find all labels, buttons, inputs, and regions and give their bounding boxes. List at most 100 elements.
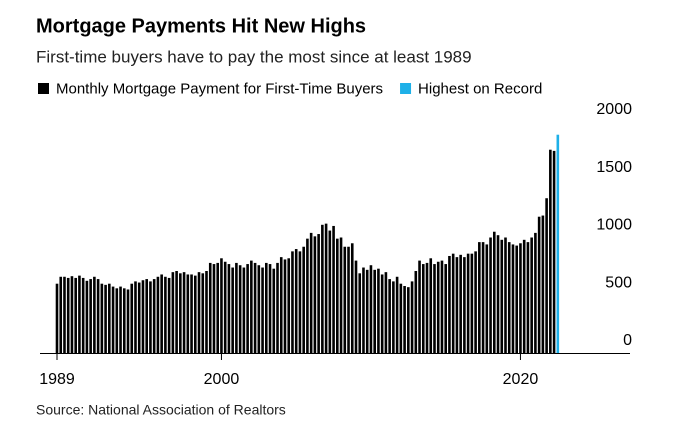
- bar: [175, 270, 178, 353]
- x-tick-label: 2020: [503, 371, 539, 388]
- bar: [522, 239, 526, 353]
- bar: [145, 279, 148, 353]
- y-tick-label: 1000: [596, 217, 632, 234]
- bar: [407, 287, 410, 353]
- y-tick-label: 500: [605, 274, 632, 291]
- bar: [197, 272, 201, 353]
- bar: [313, 236, 317, 353]
- bar: [332, 225, 335, 353]
- bar: [380, 274, 384, 353]
- bar: [279, 257, 283, 353]
- bar: [436, 261, 440, 353]
- bar: [545, 198, 548, 353]
- bar: [182, 272, 186, 353]
- bar: [272, 268, 276, 353]
- bar: [294, 249, 298, 353]
- bar: [403, 286, 406, 353]
- legend-label: Monthly Mortgage Payment for First-Time …: [56, 80, 383, 97]
- bar: [130, 283, 134, 353]
- bar: [410, 281, 414, 353]
- bar: [265, 262, 268, 353]
- bar: [444, 264, 447, 353]
- bar: [85, 280, 89, 353]
- bar: [111, 286, 115, 353]
- bar: [208, 262, 212, 353]
- bar: [504, 237, 507, 353]
- bar: [160, 274, 163, 353]
- bar: [276, 262, 279, 353]
- bar: [451, 253, 455, 353]
- bar: [373, 269, 376, 353]
- bar: [63, 276, 66, 353]
- bar: [309, 232, 313, 353]
- source: Source: National Association of Realtors: [36, 402, 286, 418]
- bar: [347, 246, 350, 353]
- bar: [242, 267, 246, 353]
- bar: [235, 262, 238, 353]
- bar: [425, 262, 429, 353]
- y-tick-label: 2000: [596, 101, 632, 118]
- bar: [246, 264, 249, 353]
- bar: [74, 277, 77, 353]
- bar: [369, 265, 373, 353]
- bar: [96, 279, 100, 353]
- bar: [414, 270, 418, 353]
- bar: [418, 260, 421, 353]
- bar: [164, 276, 167, 353]
- bar: [395, 276, 399, 353]
- bar: [122, 288, 126, 353]
- bar: [534, 232, 537, 353]
- bar: [287, 258, 291, 353]
- bar: [474, 251, 477, 353]
- bar: [354, 260, 358, 353]
- legend-swatch: [38, 83, 49, 94]
- legend-label: Highest on Record: [418, 80, 542, 97]
- chart-subtitle: First-time buyers have to pay the most s…: [36, 47, 472, 66]
- bar: [343, 246, 347, 353]
- bar: [365, 269, 369, 353]
- bar: [350, 243, 354, 353]
- bar: [66, 277, 70, 353]
- bar: [268, 264, 272, 353]
- bar: [156, 276, 160, 353]
- bar: [55, 283, 59, 353]
- bar: [492, 231, 496, 353]
- bar: [384, 272, 388, 353]
- bar: [321, 224, 324, 353]
- bar: [552, 150, 556, 353]
- bar: [253, 262, 257, 353]
- bar: [519, 243, 522, 353]
- bar: [179, 273, 182, 353]
- bar: [500, 239, 504, 353]
- bar: [104, 284, 107, 353]
- y-tick-label: 1500: [596, 159, 632, 176]
- bar: [336, 238, 339, 353]
- bar: [489, 237, 492, 353]
- bar: [298, 251, 302, 353]
- bar: [231, 267, 234, 353]
- bar: [137, 282, 141, 353]
- bar: [223, 261, 227, 353]
- bar: [421, 264, 425, 353]
- bar: [212, 264, 216, 353]
- bar: [190, 274, 193, 353]
- bar: [463, 257, 466, 353]
- bar: [328, 230, 332, 353]
- chart-title: Mortgage Payments Hit New Highs: [36, 15, 366, 37]
- bar: [507, 242, 511, 353]
- bar: [261, 267, 264, 353]
- bar: [466, 253, 470, 353]
- bar: [100, 283, 104, 353]
- bar: [478, 242, 481, 353]
- bar: [302, 246, 305, 353]
- bar: [141, 280, 145, 353]
- bar: [541, 215, 545, 353]
- bar: [78, 275, 81, 353]
- bar: [556, 134, 560, 353]
- bar: [399, 283, 403, 353]
- bar: [317, 234, 320, 353]
- bar: [193, 275, 197, 353]
- bar: [339, 237, 343, 353]
- bar: [126, 289, 130, 353]
